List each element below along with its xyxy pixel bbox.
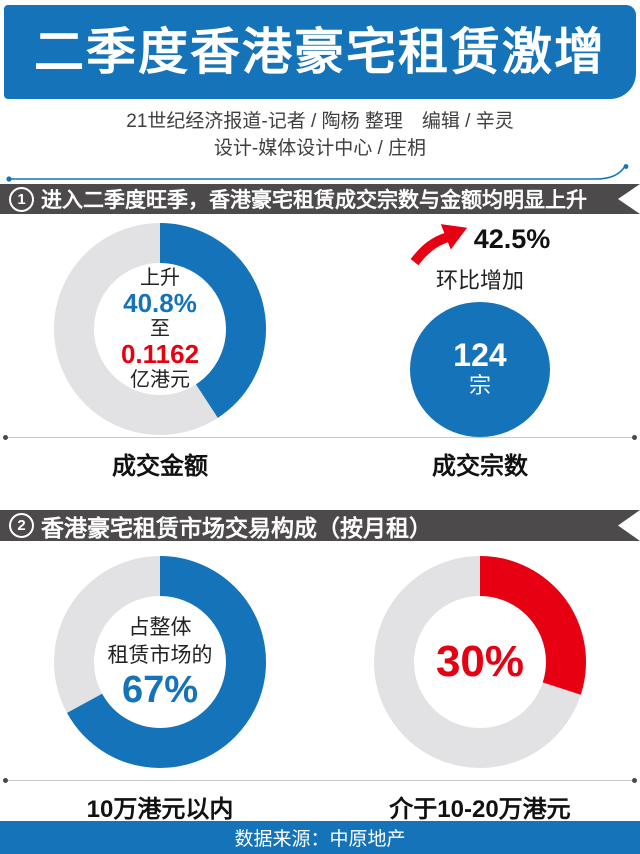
byline-line2: 设计-媒体设计中心 / 庄枂 <box>213 138 427 159</box>
100to200k-chart-title: 介于10-20万港元 <box>389 796 571 823</box>
under100k-label-line1: 占整体 <box>128 616 192 639</box>
divider-section1 <box>3 435 637 440</box>
section2-number-badge: 2 <box>9 513 34 538</box>
under100k-donut-svg <box>54 556 266 768</box>
byline: 21世纪经济报道-记者 / 陶杨 整理 编辑 / 辛灵 设计-媒体设计中心 / … <box>0 108 640 162</box>
amount-value: 0.1162 <box>120 339 200 369</box>
header-banner: 二季度香港豪宅租赁激增 <box>4 5 636 99</box>
section1-number-badge: 1 <box>9 187 34 212</box>
100to200k-percent: 30% <box>435 637 525 686</box>
count-chart-col: 42.5% 环比增加 124 宗 <box>320 214 640 437</box>
swoosh-divider <box>6 164 629 182</box>
amount-label-to: 至 <box>150 318 170 340</box>
under100k-donut-chart: 占整体 租赁市场的 67% <box>53 555 267 769</box>
footer-source-bar: 数据来源：中原地产 <box>0 821 640 854</box>
under100k-chart-title: 10万港元以内 <box>86 796 234 823</box>
section2-title: 香港豪宅租赁市场交易构成（按月租） <box>41 514 432 541</box>
amount-donut-svg <box>54 223 266 435</box>
count-circle: 124 宗 <box>410 301 550 437</box>
count-value: 124 <box>453 337 507 374</box>
section2-labels: 10万港元以内 介于10-20万港元 <box>0 781 640 823</box>
under100k-percent: 67% <box>121 669 199 711</box>
section1-title: 进入二季度旺季，香港豪宅租赁成交宗数与金额均明显上升 <box>41 189 587 212</box>
100to200k-donut-chart: 30% <box>373 555 587 769</box>
divider-section2 <box>3 778 637 783</box>
spacer <box>0 478 640 510</box>
section1-ribbon: 1 进入二季度旺季，香港豪宅租赁成交宗数与金额均明显上升 <box>0 184 640 214</box>
100to200k-donut-svg <box>374 556 586 768</box>
amount-label-up: 上升 <box>140 267 180 289</box>
amount-donut-chart: 上升 40.8% 至 0.1162 亿港元 <box>53 222 267 436</box>
section1-charts: 上升 40.8% 至 0.1162 亿港元 42.5% 环比增加 124 宗 <box>0 214 640 437</box>
growth-label: 环比增加 <box>435 267 524 293</box>
100to200k-chart-col: 30% <box>320 541 640 780</box>
section1-labels: 成交金额 成交宗数 <box>0 438 640 480</box>
count-chart-title: 成交宗数 <box>432 453 528 480</box>
under100k-center-text: 占整体 租赁市场的 67% <box>53 555 267 769</box>
page-title: 二季度香港豪宅租赁激增 <box>34 24 606 80</box>
under100k-label-line2: 租赁市场的 <box>107 644 213 667</box>
amount-donut-center-text: 上升 40.8% 至 0.1162 亿港元 <box>53 222 267 436</box>
under100k-chart-col: 占整体 租赁市场的 67% <box>0 541 320 780</box>
100to200k-center-text: 30% <box>373 555 587 769</box>
count-unit: 宗 <box>468 373 491 399</box>
amount-unit: 亿港元 <box>130 369 190 391</box>
amount-percent-value: 40.8% <box>123 288 197 318</box>
amount-chart-col: 上升 40.8% 至 0.1162 亿港元 <box>0 214 320 437</box>
section2-charts: 占整体 租赁市场的 67% 30% <box>0 541 640 780</box>
byline-line1: 21世纪经济报道-记者 / 陶杨 整理 编辑 / 辛灵 <box>126 111 514 132</box>
growth-percent: 42.5% <box>473 224 551 254</box>
up-arrow-icon <box>410 224 467 266</box>
section2-ribbon: 2 香港豪宅租赁市场交易构成（按月租） <box>0 510 640 541</box>
data-source-text: 数据来源：中原地产 <box>234 829 406 850</box>
growth-indicator: 42.5% <box>410 222 551 267</box>
amount-chart-title: 成交金额 <box>112 453 208 480</box>
